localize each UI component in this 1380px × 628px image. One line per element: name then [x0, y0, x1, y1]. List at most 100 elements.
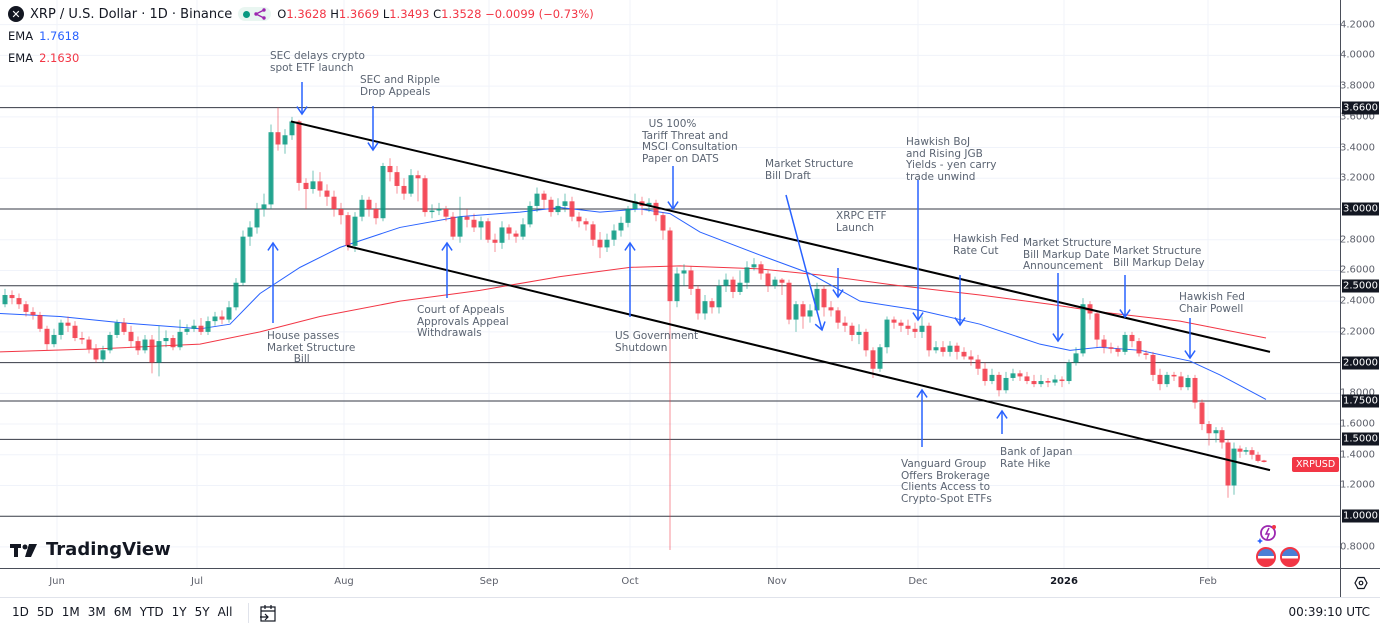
candle-body — [51, 334, 57, 345]
event-annotation[interactable]: SEC delays crypto spot ETF launch — [270, 50, 365, 74]
timeframe-button-3m[interactable]: 3M — [87, 605, 106, 619]
event-annotation[interactable]: Court of Appeals Approvals Appeal Withdr… — [417, 304, 509, 339]
us-event-flag-icon[interactable] — [1280, 547, 1300, 567]
price-level-label[interactable]: 3.6600 — [1342, 101, 1379, 115]
candle-body — [1031, 381, 1037, 385]
candle-body — [870, 350, 876, 369]
candle-body — [1143, 353, 1149, 355]
price-axis[interactable]: 4.2000 4.0000 3.8000 3.6000 3.4000 3.2000 2.80… — [1340, 0, 1380, 568]
timeframe-button-all[interactable]: All — [217, 605, 233, 619]
timeframe-button-5y[interactable]: 5Y — [194, 605, 210, 619]
event-annotation[interactable]: Hawkish Fed Rate Cut — [953, 233, 1019, 257]
event-annotation[interactable]: Vanguard Group Offers Brokerage Clients … — [901, 458, 992, 505]
settings-hexagon-icon — [1354, 576, 1368, 590]
candle-body — [919, 325, 925, 332]
candle-body — [940, 347, 946, 352]
timeframe-button-1m[interactable]: 1M — [61, 605, 80, 619]
candle-body — [758, 264, 764, 274]
timeframe-button-1d[interactable]: 1D — [12, 605, 29, 619]
candle-body — [499, 227, 505, 243]
calendar-goto-icon[interactable] — [259, 603, 277, 623]
candle-body — [821, 288, 827, 308]
candle-body — [261, 204, 267, 209]
timeframe-button-6m[interactable]: 6M — [113, 605, 132, 619]
event-annotation[interactable]: Market Structure Bill Markup Delay — [1113, 245, 1205, 269]
candle-body — [1122, 334, 1128, 352]
event-annotation[interactable]: Hawkish BoJ and Rising JGB Yields - yen … — [906, 136, 997, 183]
time-tick: Oct — [621, 576, 639, 587]
price-level-label[interactable]: 1.7500 — [1342, 394, 1379, 408]
price-tick: 3.6000 — [1340, 111, 1375, 123]
candle-body — [247, 227, 253, 237]
timeframe-button-1y[interactable]: 1Y — [171, 605, 187, 619]
candle-body — [800, 304, 806, 317]
price-tick: 1.8000 — [1340, 387, 1375, 399]
market-status-pill[interactable] — [238, 7, 272, 21]
event-annotation[interactable]: US Government Shutdown — [615, 330, 699, 354]
chart-area[interactable]: ✕ XRP / U.S. Dollar · 1D · Binance O1.36… — [0, 0, 1340, 568]
event-annotation[interactable]: SEC and Ripple Drop Appeals — [360, 74, 440, 98]
event-annotation[interactable]: US 100% Tariff Threat and MSCI Consultat… — [642, 118, 738, 165]
timeframe-selector: 1D 5D 1M 3M 6M YTD 1Y 5Y All — [12, 605, 240, 619]
candle-body — [485, 221, 491, 240]
candle-body — [156, 341, 162, 363]
price-level-label[interactable]: 1.5000 — [1342, 432, 1379, 446]
ema-slow-legend[interactable]: EMA 2.1630 — [8, 51, 80, 65]
ai-insights-icon[interactable] — [1256, 523, 1278, 545]
price-tick: 4.2000 — [1340, 19, 1375, 31]
time-axis[interactable]: Jun Jul Aug Sep Oct Nov Dec 2026 Feb — [0, 568, 1340, 597]
candle-body — [877, 347, 883, 369]
utc-clock[interactable]: 00:39:10 UTC — [1288, 605, 1371, 619]
candle-body — [205, 321, 211, 332]
event-annotation[interactable]: House passes Market Structure Bill — [267, 330, 356, 365]
price-level-label[interactable]: 1.0000 — [1342, 509, 1379, 523]
price-level-label[interactable]: 2.0000 — [1342, 356, 1379, 370]
candle-body — [744, 267, 750, 283]
candle-body — [436, 209, 442, 211]
candle-body — [1136, 341, 1142, 354]
candle-body — [478, 221, 484, 228]
candle-body — [135, 341, 141, 351]
event-annotation[interactable]: Bank of Japan Rate Hike — [1000, 446, 1073, 470]
price-chart-canvas[interactable] — [0, 0, 1340, 568]
arrow-head-icon — [814, 321, 826, 332]
tradingview-logo[interactable]: TradingView — [10, 539, 171, 560]
timeframe-button-5d[interactable]: 5D — [36, 605, 54, 619]
symbol-title[interactable]: XRP / U.S. Dollar · 1D · Binance — [30, 6, 233, 22]
arrow-head-icon — [667, 201, 679, 211]
candle-body — [254, 209, 260, 228]
xrp-logo-icon: ✕ — [8, 6, 24, 22]
candle-body — [114, 322, 120, 335]
candle-body — [142, 339, 148, 351]
arrow-head-icon — [1052, 333, 1064, 343]
candle-body — [86, 339, 92, 349]
event-annotation[interactable]: Market Structure Bill Markup Date Announ… — [1023, 237, 1112, 272]
price-tick: 2.8000 — [1340, 234, 1375, 246]
axis-settings-button[interactable] — [1340, 568, 1380, 597]
us-event-flag-icon[interactable] — [1256, 547, 1276, 567]
candle-body — [926, 325, 932, 351]
candle-body — [44, 328, 50, 345]
candle-body — [324, 190, 330, 197]
candle-body — [184, 328, 190, 332]
event-annotation[interactable]: Hawkish Fed Chair Powell — [1179, 291, 1245, 315]
price-level-label[interactable]: 3.0000 — [1342, 202, 1379, 216]
candle-body — [989, 374, 995, 382]
candle-body — [562, 201, 568, 206]
candle-body — [849, 325, 855, 335]
candle-body — [730, 279, 736, 292]
candle-body — [1010, 373, 1016, 378]
candle-body — [37, 314, 43, 329]
arrow-head-icon — [996, 409, 1008, 419]
candle-body — [345, 215, 351, 246]
candle-body — [163, 338, 169, 342]
ema-fast-legend[interactable]: EMA 1.7618 — [8, 29, 80, 43]
price-level-label[interactable]: 2.5000 — [1342, 279, 1379, 293]
event-annotation[interactable]: Market Structure Bill Draft — [765, 158, 854, 182]
candle-body — [1024, 376, 1030, 382]
candle-body — [863, 331, 869, 351]
timeframe-button-ytd[interactable]: YTD — [139, 605, 164, 619]
candle-body — [450, 216, 456, 237]
event-annotation[interactable]: XRPC ETF Launch — [836, 210, 887, 234]
symbol-legend[interactable]: ✕ XRP / U.S. Dollar · 1D · Binance O1.36… — [8, 6, 594, 22]
